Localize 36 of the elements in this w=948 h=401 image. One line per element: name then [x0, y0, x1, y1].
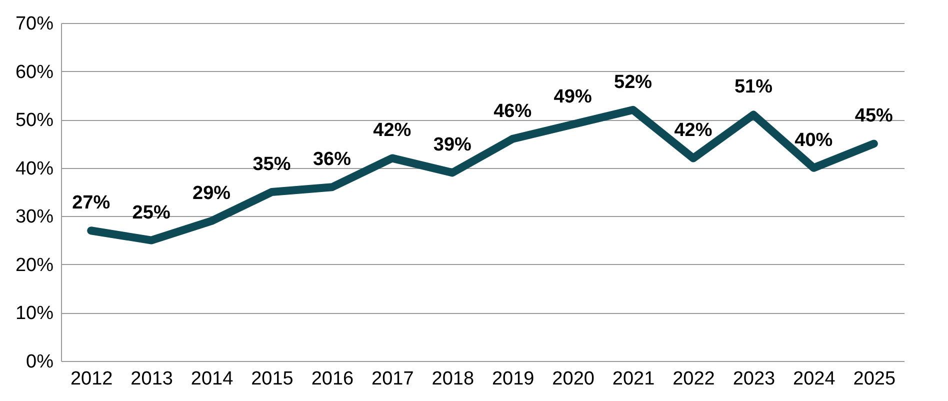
- x-tick-label: 2016: [311, 368, 354, 390]
- y-tick-label: 10%: [15, 303, 54, 324]
- text: 35%: [252, 154, 291, 175]
- y-tick-label: 70%: [15, 14, 54, 34]
- text: 42%: [674, 120, 712, 142]
- x-tick-label: 2018: [432, 368, 474, 390]
- x-tick-label: 2012: [70, 368, 113, 390]
- text: 46%: [494, 100, 532, 122]
- x-tick-label: 2024: [793, 368, 836, 390]
- x-tick-label: 2020: [552, 368, 594, 390]
- y-tick-label: 0%: [26, 352, 54, 372]
- text: 45%: [854, 106, 893, 127]
- x-tick-label: 2022: [672, 368, 715, 390]
- x-tick-label: 2017: [372, 368, 414, 390]
- x-tick-label: 2023: [732, 368, 776, 390]
- text: 36%: [312, 149, 351, 170]
- x-tick-label: 2025: [853, 368, 896, 390]
- text: 27%: [72, 192, 110, 214]
- x-tick-label: 2019: [492, 368, 534, 390]
- y-tick-label: 40%: [15, 158, 54, 180]
- y-tick-label: 50%: [15, 110, 54, 132]
- x-tick-label: 2013: [130, 368, 173, 390]
- text: 51%: [734, 76, 772, 98]
- text: 40%: [794, 130, 833, 151]
- x-tick-label: 2021: [612, 368, 655, 390]
- text: 39%: [433, 134, 472, 156]
- y-tick-label: 30%: [15, 206, 54, 228]
- text: 42%: [373, 120, 412, 142]
- text: 25%: [132, 202, 170, 224]
- text: 52%: [614, 72, 652, 93]
- x-tick-label: 2015: [251, 368, 294, 390]
- text: 49%: [554, 86, 592, 108]
- y-tick-label: 60%: [15, 62, 54, 83]
- text: 29%: [192, 182, 231, 204]
- y-tick-label: 20%: [15, 254, 54, 276]
- x-tick-label: 2014: [190, 368, 234, 390]
